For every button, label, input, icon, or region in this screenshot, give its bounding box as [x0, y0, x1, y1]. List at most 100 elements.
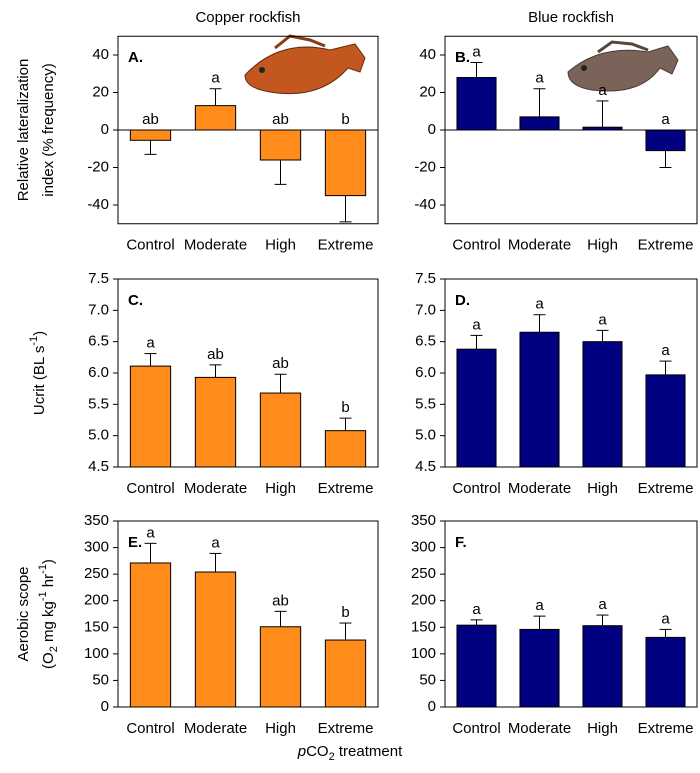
y-tick-label: -40	[414, 196, 436, 213]
label-part: -1	[37, 591, 49, 601]
y-tick-label: 200	[84, 592, 109, 609]
x-tick-label: Control	[126, 480, 174, 497]
copper-rockfish-illustration	[244, 34, 366, 95]
x-tick-label: High	[587, 237, 618, 254]
bar	[582, 341, 623, 468]
y-tick-label: 50	[419, 671, 436, 688]
x-tick-label: Moderate	[184, 237, 247, 254]
significance-letter: ab	[272, 355, 289, 372]
y-tick-label: 350	[411, 512, 436, 529]
label-part: Relative lateralization	[15, 59, 32, 202]
significance-letter: a	[472, 601, 481, 618]
y-axis-label: (O2 mg kg-1 hr-1)	[37, 559, 60, 669]
plot-frame	[117, 35, 379, 225]
significance-letter: a	[535, 296, 544, 313]
bar	[645, 374, 686, 468]
panel-label: B.	[455, 49, 470, 66]
label-part: (O	[40, 652, 57, 669]
bar	[129, 365, 172, 468]
bar	[259, 129, 302, 161]
label-part: Aerobic scope	[15, 566, 32, 661]
panel-label: E.	[128, 534, 142, 551]
y-tick-label: 6.0	[88, 364, 109, 381]
y-tick-label: 5.5	[415, 395, 436, 412]
significance-letter: ab	[207, 346, 224, 363]
bar	[519, 116, 560, 131]
bar	[129, 129, 172, 141]
significance-letter: a	[661, 342, 670, 359]
significance-letter: ab	[272, 111, 289, 128]
bar	[645, 636, 686, 708]
significance-letter: b	[341, 399, 349, 416]
x-tick-label: Extreme	[318, 237, 374, 254]
y-axis-label: Relative lateralization	[15, 59, 32, 202]
label-part: )	[31, 331, 48, 336]
y-tick-label: -20	[414, 158, 436, 175]
label-part: -1	[28, 336, 40, 346]
column-title: Copper rockfish	[195, 9, 300, 26]
y-tick-label: -40	[87, 196, 109, 213]
blue-rockfish-illustration	[567, 40, 679, 92]
y-tick-label: 20	[419, 83, 436, 100]
y-tick-label: 100	[411, 645, 436, 662]
x-tick-label: Extreme	[638, 480, 694, 497]
y-tick-label: 4.5	[88, 458, 109, 475]
y-tick-label: 6.5	[415, 333, 436, 350]
y-tick-label: 0	[101, 121, 109, 138]
x-tick-label: Extreme	[318, 720, 374, 737]
significance-letter: a	[598, 82, 607, 99]
x-tick-label: High	[265, 720, 296, 737]
y-tick-label: 350	[84, 512, 109, 529]
x-tick-label: Control	[452, 237, 500, 254]
y-tick-label: 7.0	[415, 301, 436, 318]
bar	[456, 348, 497, 468]
x-tick-label: High	[265, 480, 296, 497]
y-tick-label: 300	[84, 539, 109, 556]
plot-frame	[444, 278, 698, 468]
x-tick-label: Control	[126, 237, 174, 254]
y-tick-label: 7.5	[88, 270, 109, 287]
x-tick-label: Moderate	[508, 480, 571, 497]
bar	[456, 624, 497, 708]
bar	[582, 126, 623, 131]
bar	[324, 129, 367, 197]
bar	[129, 562, 172, 708]
bar	[456, 77, 497, 131]
bar	[259, 392, 302, 468]
label-part: mg kg	[40, 601, 57, 646]
significance-letter: a	[661, 610, 670, 627]
significance-letter: a	[146, 335, 155, 352]
label-part: treatment	[335, 743, 403, 760]
x-axis-label: pCO2 treatment	[297, 743, 403, 763]
significance-letter: b	[341, 111, 349, 128]
y-tick-label: 100	[84, 645, 109, 662]
bar	[259, 626, 302, 708]
significance-letter: a	[661, 111, 670, 128]
y-tick-label: 0	[101, 698, 109, 715]
bar	[324, 430, 367, 468]
x-tick-label: Extreme	[638, 237, 694, 254]
x-tick-label: High	[587, 480, 618, 497]
significance-letter: a	[211, 70, 220, 87]
x-tick-label: High	[587, 720, 618, 737]
significance-letter: ab	[142, 111, 159, 128]
significance-letter: a	[535, 597, 544, 614]
bar	[645, 129, 686, 152]
y-tick-label: 150	[411, 618, 436, 635]
bar	[194, 105, 237, 131]
label-part: -1	[37, 564, 49, 574]
significance-letter: a	[472, 316, 481, 333]
plot-frame	[117, 278, 379, 468]
y-tick-label: 7.0	[88, 301, 109, 318]
plot-frame	[444, 520, 698, 708]
y-tick-label: 5.0	[415, 427, 436, 444]
label-part: Ucrit (BL s	[31, 346, 48, 415]
y-tick-label: 250	[84, 565, 109, 582]
label-part: 2	[48, 646, 60, 652]
y-tick-label: -20	[87, 158, 109, 175]
x-tick-label: Moderate	[184, 720, 247, 737]
y-tick-label: 5.0	[88, 427, 109, 444]
bar	[324, 639, 367, 708]
significance-letter: a	[535, 70, 544, 87]
y-tick-label: 150	[84, 618, 109, 635]
